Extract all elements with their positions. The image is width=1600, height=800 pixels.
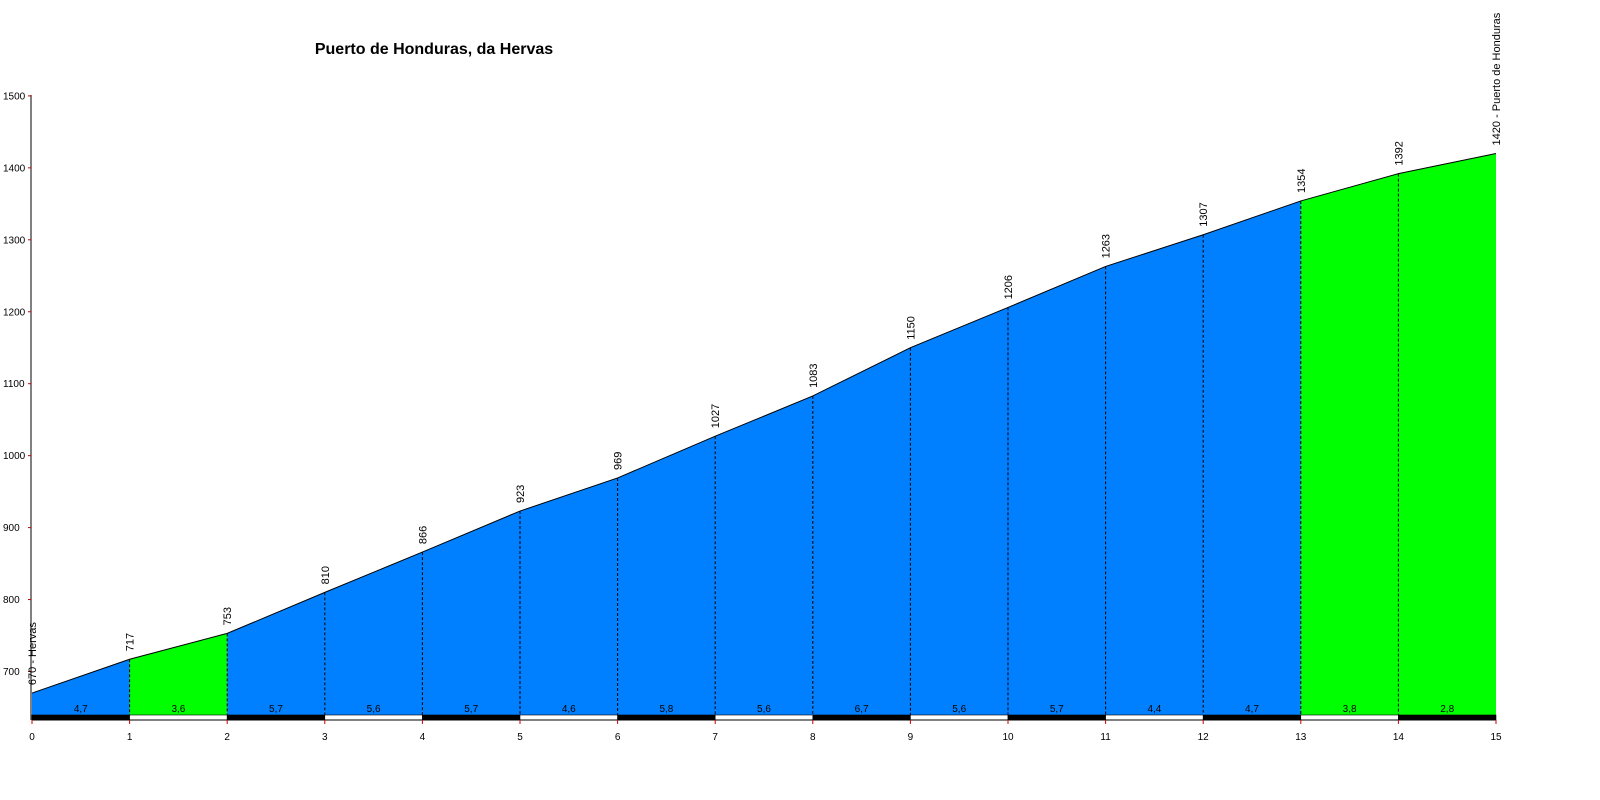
y-tick-label: 1000 [3, 451, 26, 462]
x-tick-label: 5 [517, 732, 523, 743]
profile-segment [910, 307, 1008, 718]
y-tick-label: 1200 [3, 307, 26, 318]
elevation-label: 969 [613, 452, 625, 470]
gradient-label: 3,8 [1343, 704, 1357, 715]
gradient-label: 3,6 [171, 704, 185, 715]
gradient-band [1105, 714, 1204, 721]
chart-title: Puerto de Honduras, da Hervas [315, 41, 553, 58]
km-divider-lines [129, 173, 1399, 718]
profile-outline [31, 152, 1497, 694]
x-tick-label: 1 [127, 732, 133, 743]
profile-segment [129, 633, 228, 718]
profile-segment [617, 436, 716, 718]
y-tick-label: 1400 [3, 163, 26, 174]
elevation-label: 670 - Hervas [27, 622, 39, 685]
elevation-label: 1392 [1393, 141, 1405, 165]
gradient-band [226, 714, 326, 721]
elevation-label: 717 [125, 633, 137, 651]
gradient-label: 4,6 [562, 704, 576, 715]
elevation-labels: 670 - Hervas 717 753 810 866 923 969 1027 1083 11… [27, 12, 1503, 685]
y-axis: 700 800 900 1000 1100 1200 1300 1400 1500 [3, 91, 32, 720]
profile-segment [1008, 266, 1106, 718]
gradient-bar: 4,7 3,6 5,7 5,6 5,7 4,6 5,8 5,6 6,7 5,6 5,7 4,4 4,7 3… [31, 704, 1497, 721]
x-tick-label: 15 [1490, 732, 1502, 743]
gradient-band [910, 714, 1009, 721]
y-tick-label: 1300 [3, 235, 26, 246]
gradient-label: 5,7 [464, 704, 478, 715]
x-tick-label: 0 [29, 732, 35, 743]
profile-segment [715, 395, 813, 718]
gradient-label: 5,7 [1050, 704, 1064, 715]
gradient-label: 4,7 [1245, 704, 1259, 715]
gradient-band [422, 714, 521, 721]
gradient-label: 4,7 [74, 704, 88, 715]
gradient-label: 5,6 [952, 704, 966, 715]
gradient-label: 6,7 [855, 704, 869, 715]
elevation-label: 1083 [808, 363, 820, 387]
profile-segment [1105, 234, 1204, 719]
elevation-label: 810 [320, 566, 332, 584]
y-tick-label: 1500 [3, 91, 26, 102]
gradient-band [1300, 714, 1399, 721]
y-tick-label: 800 [3, 595, 20, 606]
gradient-label: 5,6 [757, 704, 771, 715]
x-tick-label: 7 [712, 732, 718, 743]
gradient-band [31, 714, 130, 721]
profile-segment [812, 347, 911, 718]
elevation-label: 1206 [1003, 275, 1015, 299]
profile-segment [227, 592, 325, 718]
gradient-band [129, 714, 228, 721]
x-tick-label: 10 [1002, 732, 1014, 743]
x-tick-label: 14 [1393, 732, 1405, 743]
gradient-label: 5,7 [269, 704, 283, 715]
profile-segment [32, 659, 130, 718]
gradient-band [812, 714, 911, 721]
profile-segment [422, 511, 520, 718]
profile-segment [1300, 173, 1399, 718]
x-axis: 0 1 2 3 4 5 6 7 8 9 10 11 12 13 14 15 [29, 719, 1502, 743]
gradient-label: 4,4 [1147, 704, 1161, 715]
gradient-band [714, 714, 814, 721]
x-tick-label: 9 [908, 732, 914, 743]
gradient-band [519, 714, 618, 721]
x-tick-label: 4 [420, 732, 426, 743]
elevation-label: 1354 [1296, 168, 1308, 192]
elevation-label: 923 [515, 485, 527, 503]
gradient-band [1398, 714, 1497, 721]
elevation-label: 1420 - Puerto de Honduras [1491, 12, 1503, 145]
gradient-band [1007, 714, 1106, 721]
profile-segment [520, 477, 618, 718]
gradient-band [324, 714, 423, 721]
profile-segments [31, 152, 1497, 719]
elevation-label: 1150 [905, 316, 917, 340]
y-tick-label: 900 [3, 523, 20, 534]
x-tick-label: 6 [615, 732, 621, 743]
profile-segment [1203, 200, 1301, 718]
elevation-label: 1027 [710, 404, 722, 428]
elevation-label: 1307 [1198, 202, 1210, 226]
gradient-label: 5,8 [659, 704, 673, 715]
x-tick-label: 11 [1100, 732, 1111, 743]
elevation-label: 1263 [1101, 234, 1113, 258]
y-tick-label: 700 [3, 667, 20, 678]
elevation-label: 753 [222, 607, 234, 625]
x-tick-label: 8 [810, 732, 816, 743]
profile-segment [1398, 153, 1496, 718]
profile-segment [324, 552, 423, 718]
gradient-label: 5,6 [367, 704, 381, 715]
x-tick-label: 13 [1295, 732, 1307, 743]
y-tick-label: 1100 [3, 379, 25, 390]
x-tick-label: 3 [322, 732, 328, 743]
x-tick-label: 12 [1198, 732, 1210, 743]
x-tick-label: 2 [224, 732, 230, 743]
gradient-label: 2,8 [1440, 704, 1454, 715]
gradient-band [617, 714, 716, 721]
gradient-band [1202, 714, 1302, 721]
elevation-label: 866 [417, 526, 429, 544]
